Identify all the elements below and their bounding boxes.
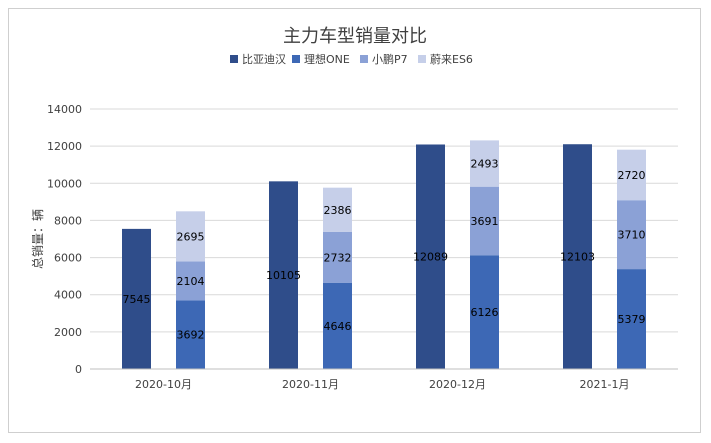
bar xyxy=(470,186,499,256)
bar xyxy=(470,140,499,187)
bar xyxy=(323,231,352,283)
bar xyxy=(617,269,646,369)
bar xyxy=(563,144,592,369)
data-label: 2695 xyxy=(177,230,205,243)
y-tick-label: 10000 xyxy=(47,177,82,190)
legend-swatch xyxy=(230,55,238,63)
data-label: 3692 xyxy=(177,329,205,342)
bar xyxy=(176,300,205,369)
data-label: 2720 xyxy=(618,169,646,182)
y-tick-label: 14000 xyxy=(47,103,82,116)
data-label: 2732 xyxy=(324,251,352,264)
data-label: 4646 xyxy=(324,320,352,333)
y-axis-label: 总销量：辆 xyxy=(31,209,45,269)
data-label: 10105 xyxy=(266,269,301,282)
data-label: 6126 xyxy=(471,306,499,319)
legend-label: 小鹏P7 xyxy=(372,53,408,66)
x-axis: 2020-10月 2020-11月 2020-12月 2021-1月 xyxy=(135,378,629,391)
x-tick-label: 2020-12月 xyxy=(429,378,486,391)
bar xyxy=(323,187,352,232)
x-tick-label: 2020-10月 xyxy=(135,378,192,391)
data-label: 3691 xyxy=(471,215,499,228)
chart-title: 主力车型销量对比 xyxy=(283,26,427,47)
x-tick-label: 2020-11月 xyxy=(282,378,339,391)
bar xyxy=(470,255,499,369)
data-label: 2493 xyxy=(471,158,499,171)
legend-label: 理想ONE xyxy=(304,52,350,66)
bar xyxy=(416,144,445,369)
y-tick-label: 8000 xyxy=(54,214,82,227)
bar xyxy=(617,200,646,270)
data-label: 2386 xyxy=(324,204,352,217)
data-label: 3710 xyxy=(618,229,646,242)
legend-label: 蔚来ES6 xyxy=(430,53,473,66)
y-tick-label: 0 xyxy=(75,363,82,376)
legend: 比亚迪汉 理想ONE 小鹏P7 蔚来ES6 xyxy=(230,52,473,66)
bar xyxy=(122,228,151,369)
legend-label: 比亚迪汉 xyxy=(242,53,286,66)
y-tick-label: 4000 xyxy=(54,289,82,302)
bar xyxy=(269,181,298,369)
data-label: 7545 xyxy=(123,293,151,306)
bars xyxy=(122,140,646,369)
data-label: 2104 xyxy=(177,275,205,288)
y-tick-label: 2000 xyxy=(54,326,82,339)
x-tick-label: 2021-1月 xyxy=(580,378,630,391)
data-labels: 7545 3692 2104 2695 10105 4646 2732 2386 12089 61… xyxy=(123,158,646,342)
data-label: 12089 xyxy=(413,251,448,264)
bar xyxy=(323,282,352,369)
bar xyxy=(176,261,205,301)
y-axis: 0 2000 4000 6000 8000 10000 12000 14000 xyxy=(47,103,678,376)
data-label: 5379 xyxy=(618,313,646,326)
legend-swatch xyxy=(292,55,300,63)
legend-swatch xyxy=(360,55,368,63)
data-label: 12103 xyxy=(560,251,595,264)
bar xyxy=(176,211,205,262)
y-tick-label: 6000 xyxy=(54,252,82,265)
bar xyxy=(617,149,646,201)
legend-swatch xyxy=(418,55,426,63)
y-tick-label: 12000 xyxy=(47,140,82,153)
